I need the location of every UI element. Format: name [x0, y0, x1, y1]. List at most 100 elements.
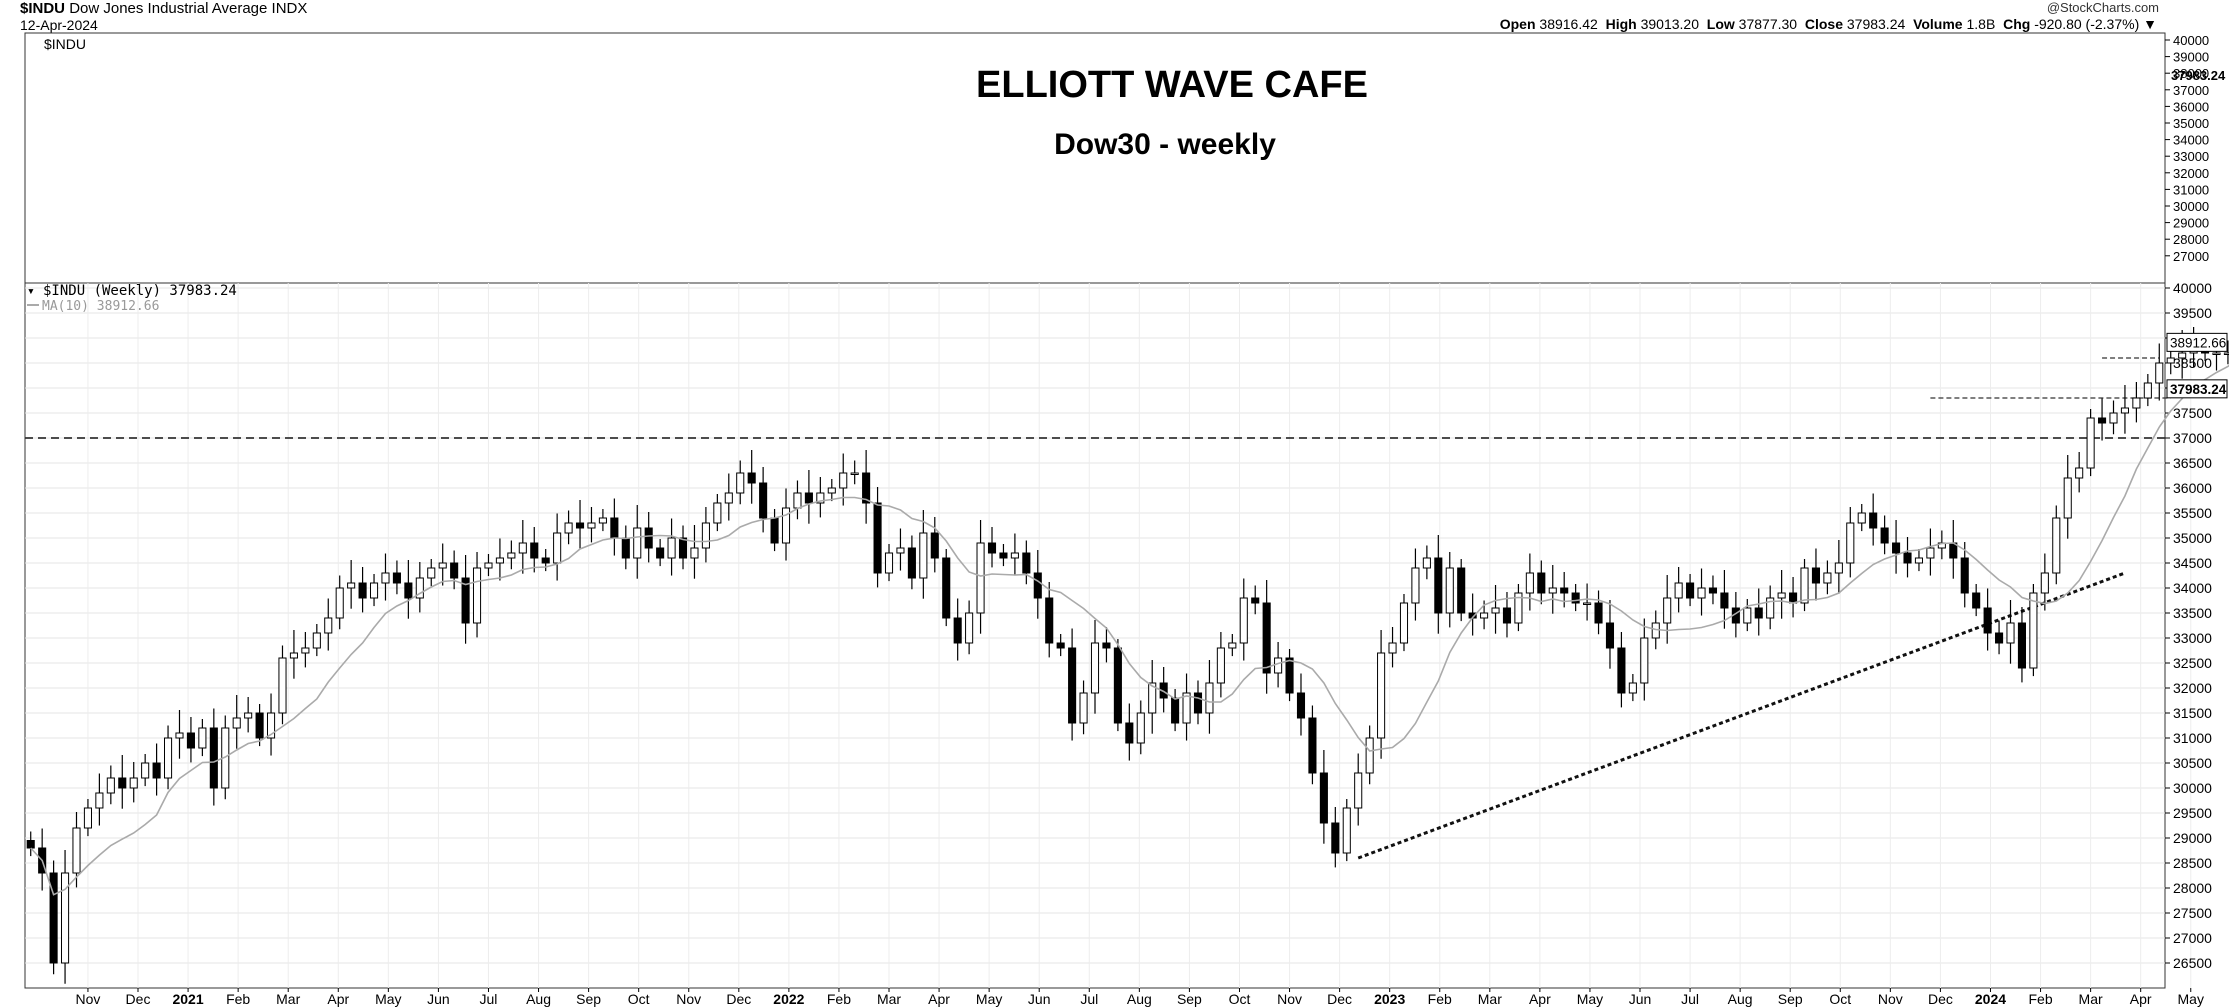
x-tick-label: May	[375, 991, 401, 1007]
candle-up	[232, 717, 241, 729]
candle-up	[2166, 357, 2175, 364]
candle-up	[598, 517, 607, 524]
x-tick-label: Jul	[480, 991, 498, 1007]
candle-up	[1148, 682, 1157, 714]
candle-up	[965, 612, 974, 644]
y-tick-label: 36500	[2173, 455, 2212, 471]
candle-up	[1354, 772, 1363, 809]
chg-arrow-icon: ▼	[2143, 16, 2157, 32]
candle-up	[2052, 517, 2061, 574]
candle-down	[1193, 692, 1203, 714]
x-tick-label: Apr	[327, 991, 349, 1007]
x-tick-label: Apr	[928, 991, 950, 1007]
candle-up	[1697, 587, 1706, 599]
x-tick-label: Feb	[827, 991, 851, 1007]
x-axis: Nov Dec 2021 Feb Mar Apr May Jun Jul Aug Sep Oct Nov…	[75, 988, 2204, 1007]
x-tick-label: 2023	[1374, 991, 1405, 1007]
chart-title: ELLIOTT WAVE CAFE	[976, 64, 1368, 106]
y-tick-label: 30000	[2173, 780, 2212, 796]
candle-up	[324, 617, 333, 634]
candle-up	[2006, 622, 2015, 644]
candle-up	[781, 507, 791, 544]
candle-up	[164, 737, 173, 779]
candle-up	[278, 657, 287, 714]
upper-axis-label: 29000	[2173, 216, 2209, 231]
candle-down	[1434, 557, 1443, 614]
x-tick-label: Apr	[2130, 991, 2152, 1007]
candle-down	[1319, 772, 1328, 824]
y-tick-label: 30500	[2173, 755, 2212, 771]
candle-up	[667, 537, 676, 559]
candle-up	[427, 567, 436, 579]
x-tick-label: Oct	[1829, 991, 1851, 1007]
candle-up	[1857, 512, 1866, 524]
candle-up	[2063, 477, 2072, 519]
x-tick-label: Mar	[276, 991, 300, 1007]
x-tick-label: Sep	[1778, 991, 1803, 1007]
candle-down	[118, 777, 127, 789]
y-tick-label: 33000	[2173, 630, 2212, 646]
x-tick-label: May	[2178, 991, 2204, 1007]
candle-down	[1056, 642, 1065, 649]
candle-up	[1411, 567, 1420, 604]
candle-down	[1125, 722, 1134, 744]
x-tick-label: Feb	[1428, 991, 1452, 1007]
x-tick-label: Aug	[1728, 991, 1753, 1007]
x-tick-label: 2024	[1975, 991, 2006, 1007]
y-tick-label: 28500	[2173, 855, 2212, 871]
candle-up	[1834, 562, 1843, 574]
legend-ma: MA(10) 38912.66	[42, 299, 159, 314]
candle-down	[747, 472, 756, 484]
x-tick-label: Dec	[126, 991, 151, 1007]
candle-up	[1514, 592, 1523, 624]
x-tick-label: Dec	[1928, 991, 1953, 1007]
candle-down	[404, 582, 413, 599]
support-trendline	[1357, 571, 2126, 860]
candle-up	[1800, 567, 1809, 604]
close-value-tag: 37983.24	[2170, 382, 2227, 397]
candle-up	[587, 522, 596, 529]
candle-up	[1388, 642, 1397, 654]
x-tick-label: Feb	[2028, 991, 2052, 1007]
chart-date: 12-Apr-2024	[20, 17, 98, 33]
candle-down	[49, 872, 58, 964]
candle-up	[1583, 602, 1592, 605]
candle-up	[2212, 352, 2221, 355]
candle-up	[95, 792, 104, 809]
candle-up	[1445, 567, 1454, 614]
candle-up	[438, 562, 447, 569]
candle-down	[1331, 822, 1340, 854]
candle-up	[72, 827, 81, 874]
candle-up	[736, 472, 745, 494]
y-tick-label: 36000	[2173, 480, 2212, 496]
candle-down	[999, 552, 1008, 559]
y-tick-label: 32500	[2173, 655, 2212, 671]
candle-down	[1033, 572, 1042, 599]
y-tick-label: 32000	[2173, 680, 2212, 696]
candle-up	[1525, 572, 1534, 594]
header-line-1: $INDU Dow Jones Industrial Average INDX	[20, 0, 307, 17]
candle-down	[656, 547, 665, 559]
candle-up	[1090, 642, 1100, 694]
candle-down	[610, 517, 619, 539]
candle-down	[1045, 597, 1054, 644]
legend-main: $INDU (Weekly) 37983.24	[43, 283, 237, 299]
candle-down	[1708, 587, 1718, 594]
candle-up	[381, 572, 390, 584]
candle-down	[575, 522, 585, 529]
x-tick-label: Sep	[1177, 991, 1202, 1007]
candle-up	[312, 632, 321, 649]
x-tick-label: Sep	[576, 991, 601, 1007]
candle-up	[2143, 382, 2152, 399]
candle-down	[1617, 647, 1626, 694]
candle-up	[2109, 412, 2118, 424]
candle-up	[1480, 612, 1489, 619]
candle-down	[209, 727, 218, 789]
upper-axis-label: 30000	[2173, 199, 2209, 214]
candle-down	[1892, 542, 1901, 554]
candle-up	[2075, 467, 2084, 479]
candle-up	[484, 562, 493, 569]
candle-up	[1239, 597, 1248, 644]
candle-down	[1983, 607, 1992, 634]
